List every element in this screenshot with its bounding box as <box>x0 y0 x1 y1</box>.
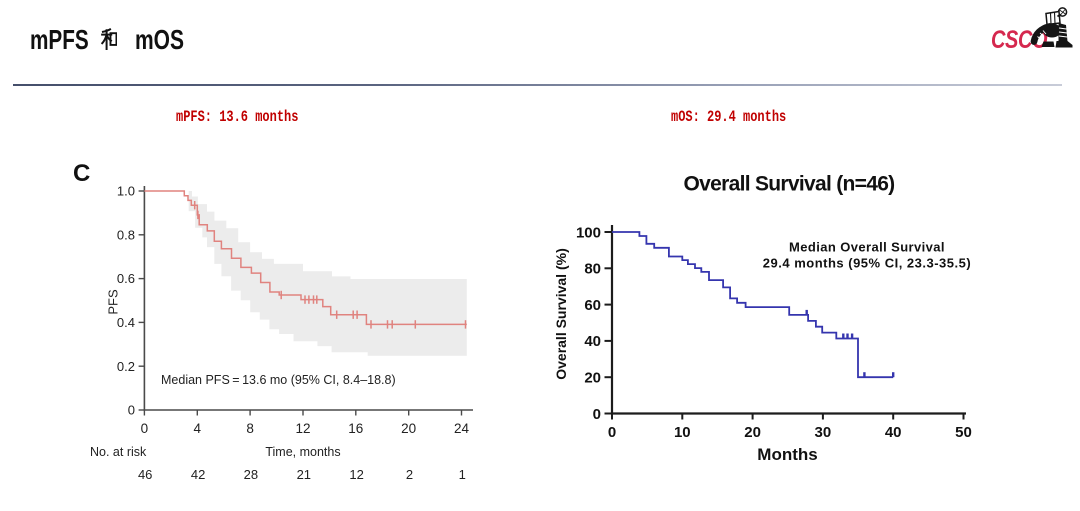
svg-text:42: 42 <box>191 467 205 482</box>
svg-text:60: 60 <box>584 297 601 314</box>
svg-text:0: 0 <box>141 421 149 436</box>
svg-text:80: 80 <box>584 261 601 278</box>
svg-text:50: 50 <box>955 424 972 441</box>
svg-text:12: 12 <box>349 467 363 482</box>
svg-text:0.4: 0.4 <box>117 315 135 330</box>
svg-text:Overall Survival (n=46): Overall Survival (n=46) <box>684 173 895 196</box>
svg-text:1.0: 1.0 <box>117 184 135 199</box>
svg-text:Time, months: Time, months <box>265 445 340 459</box>
svg-text:4: 4 <box>194 421 202 436</box>
svg-text:40: 40 <box>584 333 601 350</box>
svg-text:28: 28 <box>244 467 258 482</box>
svg-text:0: 0 <box>593 406 601 423</box>
svg-text:8: 8 <box>246 421 254 436</box>
svg-text:20: 20 <box>744 424 761 441</box>
svg-text:20: 20 <box>401 421 416 436</box>
svg-text:40: 40 <box>885 424 902 441</box>
svg-text:0.2: 0.2 <box>117 359 135 374</box>
svg-text:20: 20 <box>584 370 601 387</box>
svg-text:0.6: 0.6 <box>117 271 135 286</box>
svg-text:0.8: 0.8 <box>117 227 135 242</box>
svg-text:30: 30 <box>815 424 832 441</box>
svg-text:Overall Survival (%): Overall Survival (%) <box>553 248 569 380</box>
svg-text:No. at risk: No. at risk <box>90 445 147 459</box>
svg-text:10: 10 <box>674 424 691 441</box>
svg-text:1: 1 <box>459 467 466 482</box>
svg-text:PFS: PFS <box>106 289 121 315</box>
svg-text:100: 100 <box>576 224 601 241</box>
svg-text:2: 2 <box>406 467 413 482</box>
svg-text:12: 12 <box>295 421 310 436</box>
svg-text:16: 16 <box>348 421 363 436</box>
svg-text:24: 24 <box>454 421 470 436</box>
svg-text:46: 46 <box>138 467 152 482</box>
svg-text:Months: Months <box>757 445 817 464</box>
svg-text:Median Overall Survival: Median Overall Survival <box>789 240 945 255</box>
svg-text:29.4 months (95% CI, 23.3-35.5: 29.4 months (95% CI, 23.3-35.5) <box>763 256 971 271</box>
svg-text:C: C <box>73 160 90 187</box>
svg-text:0: 0 <box>608 424 616 441</box>
svg-text:0: 0 <box>128 403 135 418</box>
svg-text:21: 21 <box>297 467 311 482</box>
svg-text:Median PFS = 13.6 mo (95% CI,: Median PFS = 13.6 mo (95% CI, 8.4–18.8) <box>161 373 396 387</box>
